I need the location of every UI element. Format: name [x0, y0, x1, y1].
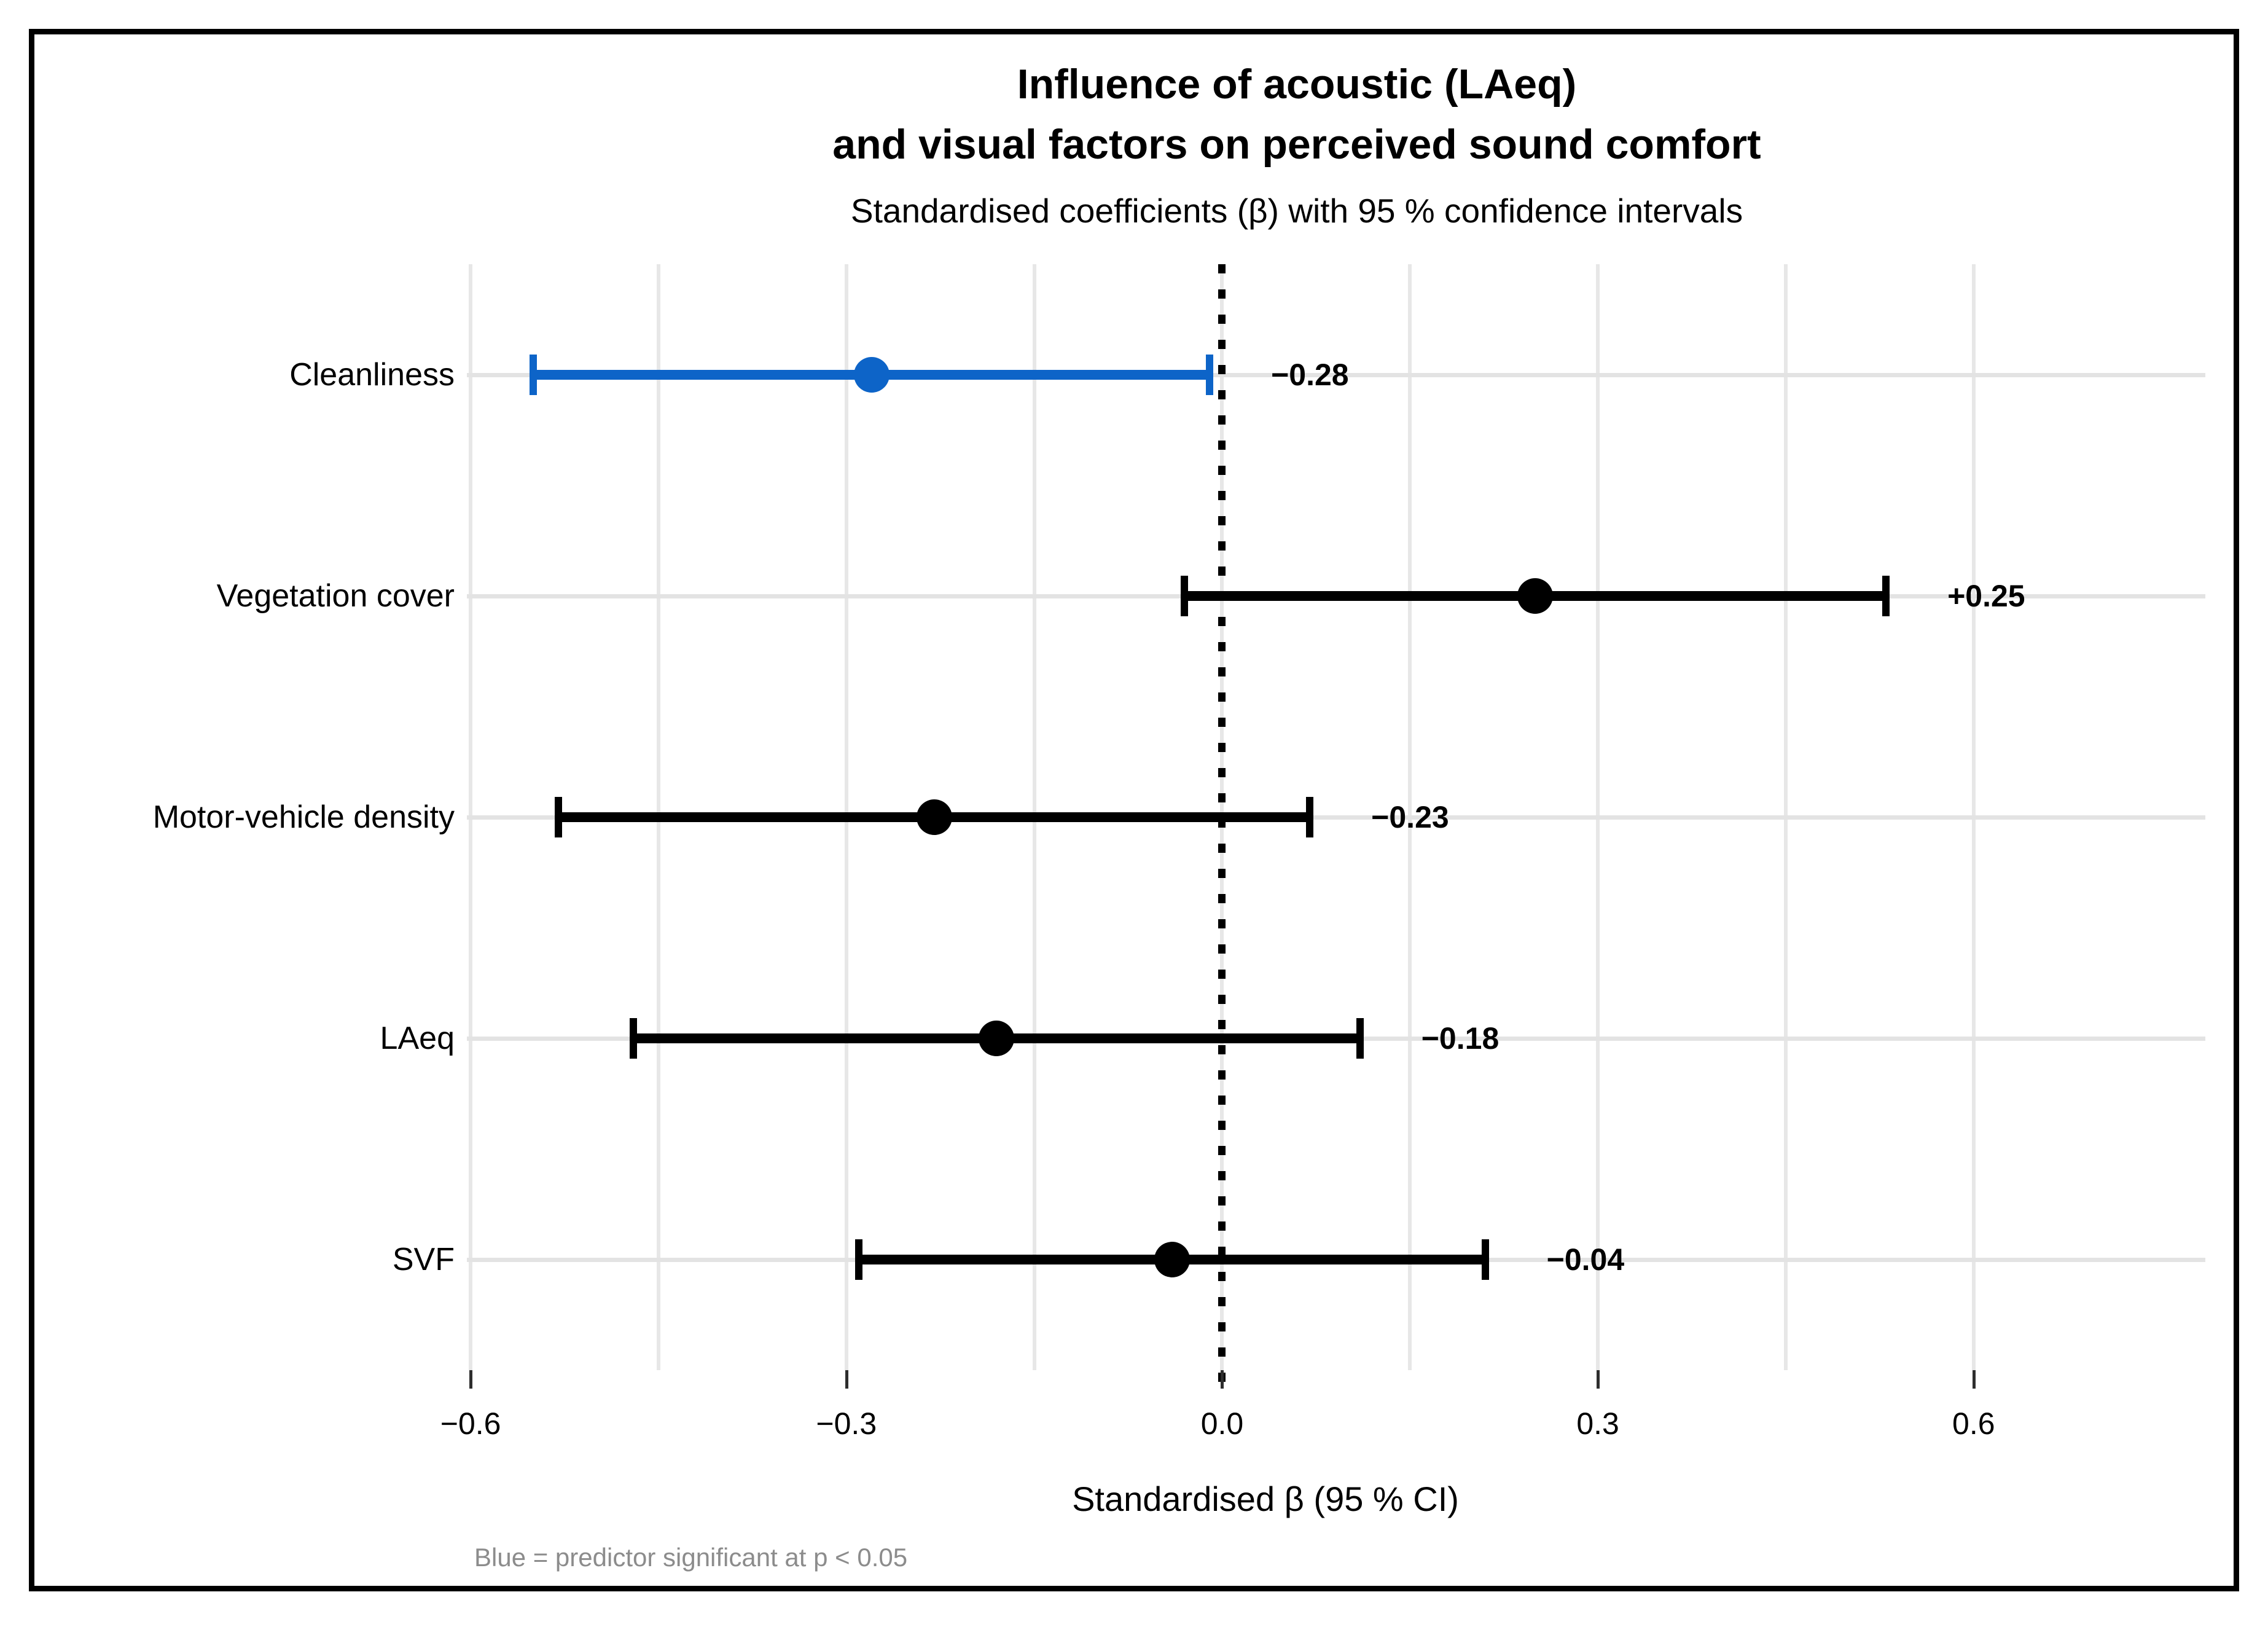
x-axis-title: Standardised β (95 % CI) [1072, 1480, 1459, 1518]
ci-cap-high [1882, 576, 1890, 616]
x-tick-mark [1972, 1370, 1976, 1389]
beta-point [979, 1021, 1015, 1056]
category-label: LAeq [380, 1021, 455, 1056]
category-label: Cleanliness [289, 357, 455, 393]
chart-subtitle: Standardised coefficients (β) with 95 % … [850, 192, 1743, 230]
category-label: SVF [392, 1242, 455, 1277]
x-tick-mark [469, 1370, 473, 1389]
ci-cap-high [1206, 355, 1214, 395]
zero-reference-line [1218, 264, 1226, 1394]
ci-cap-low [855, 1239, 863, 1280]
ci-cap-low [1181, 576, 1189, 616]
beta-value-label: −0.18 [1421, 1021, 1500, 1056]
chart-title-line1: Influence of acoustic (LAeq) [1017, 61, 1577, 108]
plot-panel: −0.28 +0.25 −0.23 −0.18 −0.04 [467, 264, 2205, 1394]
x-tick-label: −0.3 [816, 1406, 877, 1441]
x-tick-mark [1221, 1370, 1224, 1389]
category-label: Vegetation cover [216, 578, 455, 614]
ci-cap-high [1306, 797, 1314, 837]
beta-point [853, 357, 890, 393]
x-tick-label: 0.3 [1576, 1406, 1619, 1441]
beta-value-label: −0.04 [1546, 1242, 1625, 1277]
figure-border [29, 29, 2239, 1591]
x-tick-mark [845, 1370, 848, 1389]
beta-point [916, 799, 952, 835]
ci-cap-high [1356, 1018, 1364, 1059]
significance-caption: Blue = predictor significant at p < 0.05 [474, 1543, 908, 1572]
chart-title-line2: and visual factors on perceived sound co… [832, 121, 1761, 168]
beta-value-label: −0.28 [1271, 358, 1349, 392]
x-tick-label: 0.6 [1952, 1406, 1995, 1441]
y-gridline [467, 815, 2205, 820]
beta-value-label: −0.23 [1371, 800, 1449, 834]
beta-point [1154, 1242, 1190, 1277]
category-label: Motor-vehicle density [152, 799, 455, 835]
ci-cap-low [530, 355, 538, 395]
beta-point [1517, 578, 1554, 614]
y-gridline [467, 373, 2205, 377]
ci-cap-low [554, 797, 562, 837]
ci-cap-high [1481, 1239, 1489, 1280]
ci-cap-low [630, 1018, 638, 1059]
x-tick-label: 0.0 [1200, 1406, 1244, 1441]
beta-value-label: +0.25 [1947, 579, 2025, 613]
x-tick-label: −0.6 [440, 1406, 501, 1441]
x-tick-mark [1597, 1370, 1600, 1389]
title-block: Influence of acoustic (LAeq) and visual … [369, 54, 2225, 231]
